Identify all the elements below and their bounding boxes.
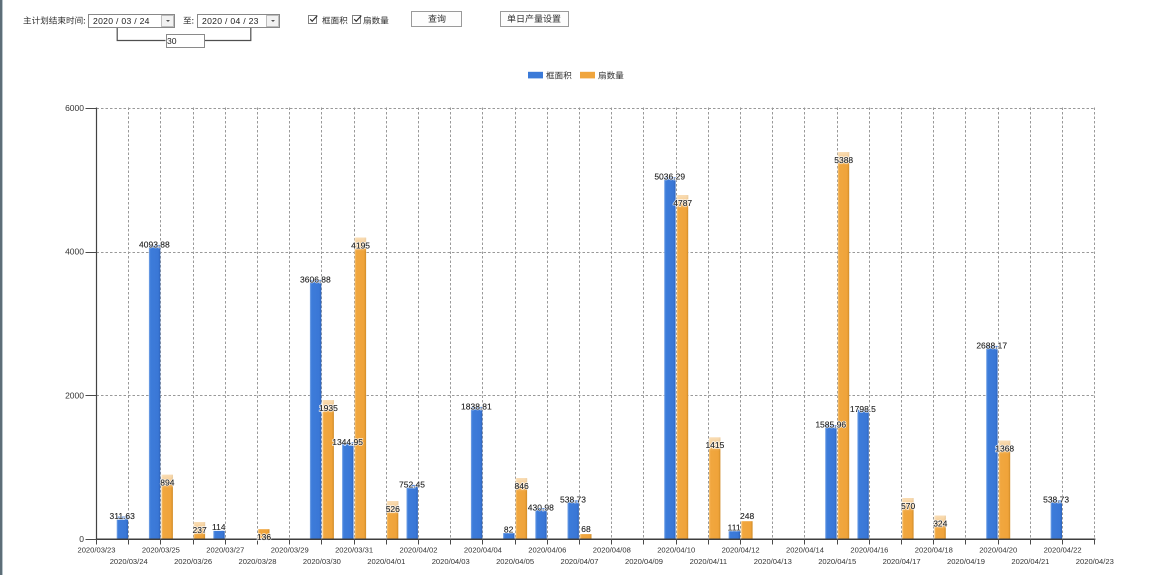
svg-text:538.73: 538.73: [560, 495, 586, 505]
svg-text:324: 324: [933, 519, 947, 529]
svg-text:2020/03/30: 2020/03/30: [303, 557, 341, 566]
svg-text:526: 526: [386, 504, 400, 514]
svg-text:2020/04/02: 2020/04/02: [399, 546, 437, 555]
svg-text:846: 846: [515, 481, 529, 491]
svg-text:4195: 4195: [351, 241, 370, 251]
svg-text:538.73: 538.73: [1043, 495, 1069, 505]
svg-text:2020/04/01: 2020/04/01: [367, 557, 405, 566]
svg-text:2020/04/14: 2020/04/14: [786, 546, 824, 555]
svg-text:237: 237: [193, 525, 207, 535]
svg-text:1935: 1935: [319, 403, 338, 413]
svg-text:5388: 5388: [834, 155, 853, 165]
svg-text:2020/04/11: 2020/04/11: [690, 557, 727, 566]
svg-text:1798.5: 1798.5: [850, 404, 876, 414]
svg-text:2020/03/27: 2020/03/27: [206, 546, 244, 555]
svg-text:1935: 1935: [319, 403, 338, 413]
svg-text:2020/03/23: 2020/03/23: [77, 546, 115, 555]
svg-text:4195: 4195: [351, 241, 370, 251]
svg-text:248: 248: [740, 511, 754, 521]
svg-text:894: 894: [160, 478, 174, 488]
svg-text:2020/04/12: 2020/04/12: [722, 546, 760, 555]
svg-text:2020/04/09: 2020/04/09: [625, 557, 663, 566]
svg-text:4000: 4000: [65, 247, 84, 257]
svg-text:2020/04/18: 2020/04/18: [915, 546, 953, 555]
svg-text:5388: 5388: [834, 155, 853, 165]
svg-text:68: 68: [581, 524, 591, 534]
svg-text:2688.17: 2688.17: [976, 340, 1007, 350]
svg-text:2020/04/17: 2020/04/17: [883, 557, 921, 566]
svg-text:111: 111: [728, 522, 741, 532]
svg-text:894: 894: [160, 478, 174, 488]
svg-text:2020/04/22: 2020/04/22: [1044, 546, 1082, 555]
svg-text:111: 111: [728, 522, 741, 532]
svg-text:538.73: 538.73: [560, 495, 586, 505]
svg-text:1415: 1415: [705, 440, 724, 450]
svg-text:430.98: 430.98: [528, 502, 554, 512]
svg-text:1585.96: 1585.96: [815, 420, 846, 430]
svg-text:2020/03/24: 2020/03/24: [110, 557, 148, 566]
svg-text:430.98: 430.98: [528, 502, 554, 512]
svg-text:6000: 6000: [65, 103, 84, 113]
svg-text:237: 237: [193, 525, 207, 535]
svg-text:311.63: 311.63: [110, 511, 136, 521]
svg-text:2020/04/08: 2020/04/08: [593, 546, 631, 555]
svg-text:1368: 1368: [995, 444, 1014, 454]
svg-text:4093.88: 4093.88: [139, 239, 170, 249]
svg-text:114: 114: [212, 522, 226, 532]
svg-text:526: 526: [386, 504, 400, 514]
svg-text:752.45: 752.45: [399, 479, 425, 489]
svg-text:1585.96: 1585.96: [815, 420, 846, 430]
svg-text:2020/04/07: 2020/04/07: [560, 557, 598, 566]
svg-text:82: 82: [504, 525, 514, 535]
svg-text:2020/04/13: 2020/04/13: [754, 557, 792, 566]
svg-text:538.73: 538.73: [1043, 495, 1069, 505]
svg-text:2020/04/15: 2020/04/15: [818, 557, 856, 566]
svg-text:4787: 4787: [673, 198, 692, 208]
svg-text:1368: 1368: [995, 444, 1014, 454]
svg-text:2020/04/20: 2020/04/20: [979, 546, 1017, 555]
svg-text:752.45: 752.45: [399, 479, 425, 489]
svg-text:2020/04/06: 2020/04/06: [528, 546, 566, 555]
svg-text:1344.95: 1344.95: [332, 437, 363, 447]
svg-text:1344.95: 1344.95: [332, 437, 363, 447]
svg-text:2020/04/21: 2020/04/21: [1011, 557, 1049, 566]
svg-text:0: 0: [79, 534, 84, 544]
svg-text:1798.5: 1798.5: [850, 404, 876, 414]
svg-text:2020/04/16: 2020/04/16: [850, 546, 888, 555]
svg-text:2020/04/05: 2020/04/05: [496, 557, 534, 566]
svg-text:2020/03/31: 2020/03/31: [335, 546, 373, 555]
svg-text:311.63: 311.63: [110, 511, 136, 521]
svg-text:846: 846: [515, 481, 529, 491]
svg-text:2020/03/26: 2020/03/26: [174, 557, 212, 566]
svg-text:3606.88: 3606.88: [300, 274, 331, 284]
svg-text:2020/03/25: 2020/03/25: [142, 546, 180, 555]
svg-text:136: 136: [257, 532, 271, 542]
svg-text:2020/04/19: 2020/04/19: [947, 557, 985, 566]
svg-text:2688.17: 2688.17: [976, 340, 1007, 350]
svg-text:114: 114: [212, 522, 226, 532]
svg-text:248: 248: [740, 511, 754, 521]
svg-text:2020/04/10: 2020/04/10: [657, 546, 695, 555]
svg-text:82: 82: [504, 525, 514, 535]
svg-text:136: 136: [257, 532, 271, 542]
svg-text:2020/03/29: 2020/03/29: [271, 546, 309, 555]
svg-text:1415: 1415: [705, 440, 724, 450]
svg-text:570: 570: [901, 501, 915, 511]
svg-text:2020/04/23: 2020/04/23: [1076, 557, 1114, 566]
svg-text:1838.81: 1838.81: [461, 401, 492, 411]
svg-text:1838.81: 1838.81: [461, 401, 492, 411]
svg-text:2020/04/04: 2020/04/04: [464, 546, 502, 555]
svg-text:570: 570: [901, 501, 915, 511]
svg-text:68: 68: [581, 524, 591, 534]
svg-text:2000: 2000: [65, 390, 84, 400]
svg-text:2020/03/28: 2020/03/28: [238, 557, 276, 566]
svg-text:3606.88: 3606.88: [300, 274, 331, 284]
svg-text:5036.29: 5036.29: [654, 172, 685, 182]
svg-text:5036.29: 5036.29: [654, 172, 685, 182]
svg-text:4093.88: 4093.88: [139, 239, 170, 249]
svg-text:324: 324: [933, 519, 947, 529]
svg-text:4787: 4787: [673, 198, 692, 208]
svg-text:2020/04/03: 2020/04/03: [432, 557, 470, 566]
